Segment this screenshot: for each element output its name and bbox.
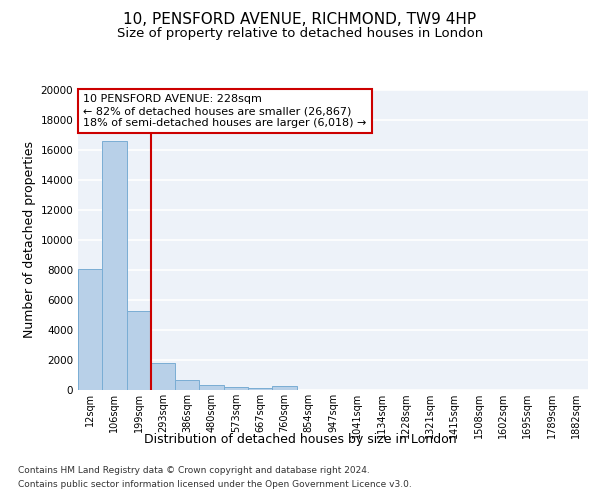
- Bar: [175, 380, 199, 390]
- Text: 10, PENSFORD AVENUE, RICHMOND, TW9 4HP: 10, PENSFORD AVENUE, RICHMOND, TW9 4HP: [124, 12, 476, 28]
- Bar: [272, 386, 296, 390]
- Bar: [102, 141, 127, 390]
- Y-axis label: Number of detached properties: Number of detached properties: [23, 142, 36, 338]
- Bar: [199, 385, 224, 390]
- Text: Contains HM Land Registry data © Crown copyright and database right 2024.: Contains HM Land Registry data © Crown c…: [18, 466, 370, 475]
- Text: Contains public sector information licensed under the Open Government Licence v3: Contains public sector information licen…: [18, 480, 412, 489]
- Bar: [224, 386, 248, 390]
- Bar: [248, 388, 272, 390]
- Text: Size of property relative to detached houses in London: Size of property relative to detached ho…: [117, 28, 483, 40]
- Text: 10 PENSFORD AVENUE: 228sqm
← 82% of detached houses are smaller (26,867)
18% of : 10 PENSFORD AVENUE: 228sqm ← 82% of deta…: [83, 94, 367, 128]
- Bar: [127, 310, 151, 390]
- Bar: [151, 363, 175, 390]
- Bar: [78, 268, 102, 390]
- Text: Distribution of detached houses by size in London: Distribution of detached houses by size …: [143, 432, 457, 446]
